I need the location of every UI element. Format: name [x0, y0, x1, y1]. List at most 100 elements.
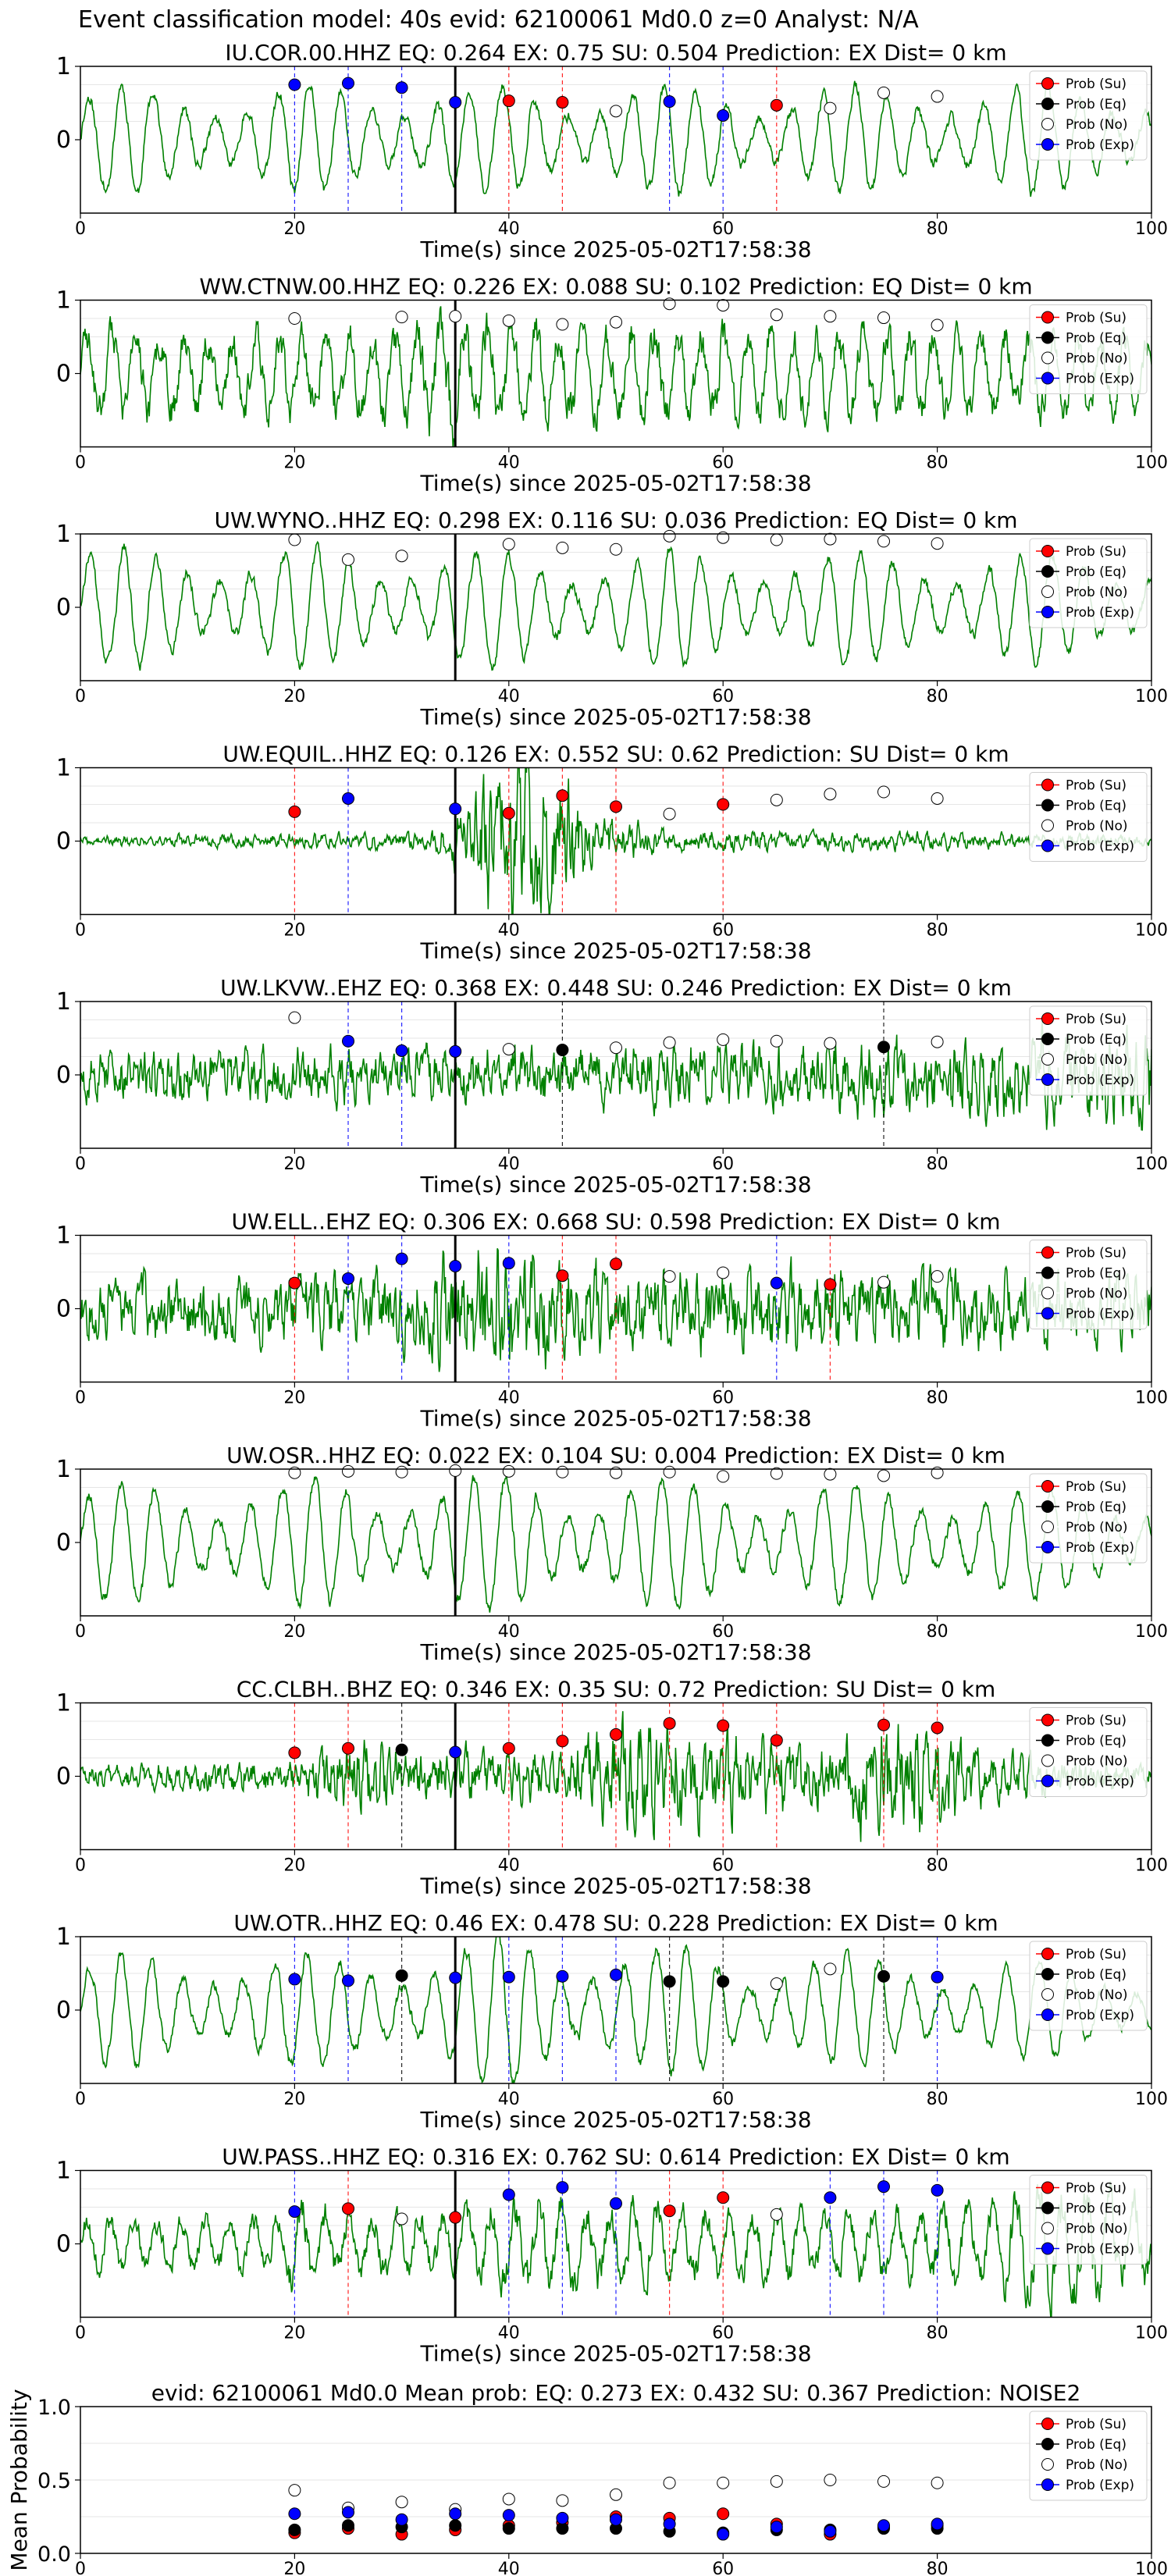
x-axis-label: Time(s) since 2025-05-02T17:58:38 — [419, 1639, 811, 1665]
prob-dot-no — [824, 788, 837, 801]
legend-label-exp: Prob (Exp) — [1066, 2478, 1134, 2493]
prob-dot-su — [717, 798, 730, 811]
prob-dot-su — [342, 1742, 354, 1755]
prob-dot-su — [502, 94, 515, 108]
prob-dot-no — [502, 314, 515, 327]
prob-dot-eq — [717, 1975, 730, 1988]
legend-marker-no — [1041, 2222, 1054, 2235]
waveform-trace — [80, 540, 1151, 671]
prob-dot-su — [556, 96, 569, 109]
prob-dot-su — [288, 1276, 301, 1290]
y-tick-label: 1 — [56, 2158, 71, 2185]
x-tick-label: 20 — [283, 219, 305, 239]
legend-marker-exp — [1041, 1073, 1054, 1086]
prob-dot-su — [824, 1278, 837, 1291]
legend-box — [1029, 70, 1148, 161]
prob-dot-eq — [877, 1041, 890, 1054]
legend: Prob (Su) Prob (Eq) Prob (No) Prob (Exp) — [1029, 2411, 1148, 2501]
legend: Prob (Su) Prob (Eq) Prob (No) Prob (Exp) — [1029, 772, 1148, 862]
legend-marker-su — [1041, 2418, 1054, 2430]
x-tick-label: 0 — [75, 921, 86, 941]
x-tick-label: 60 — [712, 1389, 734, 1408]
prob-dot-exp — [288, 1973, 301, 1986]
legend-label-no: Prob (No) — [1066, 585, 1128, 600]
prob-dot-no — [824, 532, 837, 546]
prob-dot-no — [556, 318, 569, 331]
prob-dot-no — [502, 538, 515, 551]
prob-dot-no — [931, 1270, 944, 1283]
prob-dot-no — [770, 308, 783, 322]
legend-marker-exp — [1041, 839, 1054, 852]
prob-dot-su — [717, 2191, 730, 2204]
x-tick-label: 40 — [498, 1389, 520, 1408]
prob-dot-no — [288, 312, 301, 325]
legend-label-eq: Prob (Eq) — [1066, 1967, 1127, 1983]
prob-dot-exp — [610, 1968, 622, 1981]
y-tick-label: 1 — [56, 1690, 71, 1717]
x-tick-label: 80 — [927, 1856, 949, 1876]
panel-title: UW.OSR..HHZ EQ: 0.022 EX: 0.104 SU: 0.00… — [226, 1443, 1005, 1468]
x-tick-label: 40 — [498, 687, 520, 706]
legend-label-su: Prob (Su) — [1066, 1012, 1127, 1027]
legend-label-su: Prob (Su) — [1066, 311, 1127, 326]
legend-marker-no — [1041, 2458, 1054, 2471]
panel-title: UW.ELL..EHZ EQ: 0.306 EX: 0.668 SU: 0.59… — [231, 1209, 1000, 1235]
legend-label-no: Prob (No) — [1066, 2457, 1128, 2473]
prob-dot-no — [770, 2208, 783, 2221]
x-tick-label: 20 — [283, 2324, 305, 2343]
prob-dot-no — [610, 1466, 622, 1479]
legend: Prob (Su) Prob (Eq) Prob (No) Prob (Exp) — [1029, 1005, 1148, 1096]
legend-marker-exp — [1041, 2008, 1054, 2021]
legend: Prob (Su) Prob (Eq) Prob (No) Prob (Exp) — [1029, 538, 1148, 628]
x-tick-label: 100 — [1135, 454, 1168, 473]
legend-label-su: Prob (Su) — [1066, 778, 1127, 794]
legend-marker-su — [1041, 77, 1054, 90]
x-tick-label: 100 — [1135, 921, 1168, 941]
legend-box — [1029, 1005, 1148, 1096]
legend-label-eq: Prob (Eq) — [1066, 2437, 1127, 2453]
prob-dot-no — [717, 1033, 730, 1046]
prob-dot-exp — [342, 1034, 354, 1048]
x-tick-label: 60 — [712, 1622, 734, 1642]
x-tick-label: 80 — [927, 1155, 949, 1174]
x-tick-label: 60 — [712, 1856, 734, 1876]
prob-dot-exp — [556, 2181, 569, 2194]
legend-box — [1029, 1941, 1148, 2031]
mean-prob-dot-eq — [342, 2519, 354, 2532]
x-tick-label: 40 — [498, 1622, 520, 1642]
legend-marker-su — [1041, 1713, 1054, 1727]
legend-marker-exp — [1041, 2242, 1054, 2255]
legend-label-eq: Prob (Eq) — [1066, 97, 1127, 112]
legend-label-su: Prob (Su) — [1066, 544, 1127, 560]
mean-prob-dot-exp — [610, 2513, 622, 2526]
prob-dot-no — [770, 533, 783, 546]
legend: Prob (Su) Prob (Eq) Prob (No) Prob (Exp) — [1029, 70, 1148, 161]
legend: Prob (Su) Prob (Eq) Prob (No) Prob (Exp) — [1029, 304, 1148, 394]
mean-prob-dot-exp — [877, 2519, 890, 2532]
prob-dot-no — [610, 1041, 622, 1055]
station-panel-6: UW.ELL..EHZ EQ: 0.306 EX: 0.668 SU: 0.59… — [56, 1209, 1168, 1432]
waveform-trace — [80, 80, 1151, 197]
x-tick-label: 20 — [283, 1389, 305, 1408]
y-tick-label: 0.5 — [37, 2469, 71, 2493]
prob-dot-no — [663, 1036, 676, 1049]
legend-label-su: Prob (Su) — [1066, 1947, 1127, 1962]
x-tick-label: 80 — [927, 2090, 949, 2109]
prob-dot-su — [556, 1735, 569, 1748]
y-tick-label: 0 — [56, 126, 71, 154]
x-tick-label: 40 — [498, 1155, 520, 1174]
legend-label-exp: Prob (Exp) — [1066, 372, 1134, 387]
x-axis-label: Time(s) since 2025-05-02T17:58:38 — [419, 938, 811, 964]
legend-marker-eq — [1041, 1033, 1054, 1045]
prob-dot-eq — [556, 1044, 569, 1057]
legend-marker-eq — [1041, 1266, 1054, 1279]
y-tick-label: 1 — [56, 1923, 71, 1951]
prob-dot-exp — [395, 1044, 408, 1057]
prob-dot-no — [824, 1962, 837, 1976]
prob-dot-no — [395, 2212, 408, 2226]
legend-marker-no — [1041, 1286, 1054, 1300]
prob-dot-su — [502, 1742, 515, 1755]
x-tick-label: 40 — [498, 2560, 520, 2576]
prob-dot-exp — [824, 2191, 837, 2204]
y-tick-label: 0 — [56, 1062, 71, 1089]
